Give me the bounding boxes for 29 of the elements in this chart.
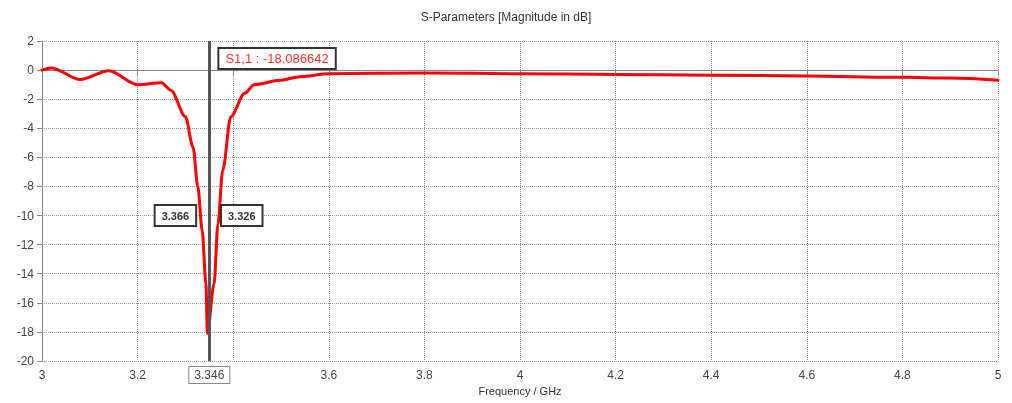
y-tick-label: -8 [23, 179, 35, 194]
chart-title: S-Parameters [Magnitude in dB] [420, 10, 592, 24]
x-tick-label: 4.2 [607, 368, 625, 382]
y-tick-label: -2 [23, 92, 35, 107]
y-tick-label: -4 [23, 121, 35, 136]
y-tick-label: 0 [27, 63, 35, 78]
ref-line-label: 3.346 [194, 368, 225, 382]
annotation: 3.366 [161, 209, 190, 222]
y-tick-label: -14 [16, 266, 35, 281]
x-tick-label: 3.6 [320, 368, 338, 382]
x-axis-title: Frequency / GHz [478, 385, 562, 398]
y-tick-label: -18 [16, 324, 35, 339]
y-tick-label: 2 [27, 34, 35, 48]
y-tick-label: -10 [16, 208, 35, 223]
y-tick-label: -20 [16, 354, 35, 368]
annotation: S1,1 : -18.086642 [225, 51, 329, 66]
x-tick-label: 4.6 [798, 368, 816, 382]
x-tick-label: 3.8 [416, 368, 434, 382]
y-tick-label: -6 [23, 150, 35, 165]
x-tick-label: 4.4 [702, 368, 720, 382]
y-tick-label: -12 [16, 237, 35, 252]
y-tick-label: -16 [16, 295, 35, 310]
x-tick-label: 4.8 [894, 368, 912, 382]
x-tick-label: 3.2 [129, 368, 147, 382]
x-tick-label: 3 [38, 368, 46, 382]
x-tick-label: 5 [994, 368, 1002, 382]
line-series [40, 66, 1000, 335]
annotation: 3.326 [227, 209, 256, 222]
x-tick-label: 4 [516, 368, 524, 382]
